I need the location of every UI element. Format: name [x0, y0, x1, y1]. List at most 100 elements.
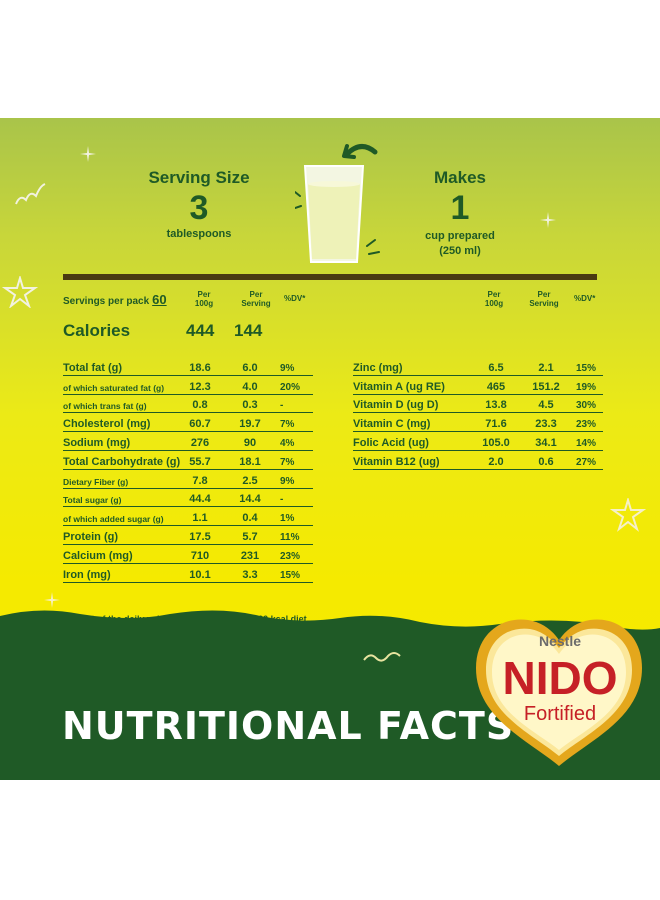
nutrient-label: Cholesterol (mg): [63, 418, 151, 431]
nutrient-row: of which trans fat (g) 0.8 0.3 -: [63, 395, 313, 414]
col-dv-header-left: %DV*: [284, 294, 306, 303]
nutrient-perserving: 3.3: [242, 568, 258, 581]
nutrient-per100: 10.1: [189, 568, 211, 581]
nutrient-label: Protein (g): [63, 530, 118, 543]
nutrient-label: Total Carbohydrate (g): [63, 455, 181, 468]
nutrient-label: of which added sugar (g): [63, 514, 164, 525]
nutrient-label: Vitamin A (ug RE): [353, 380, 445, 393]
col-per100-header-right: Per 100g: [484, 290, 504, 308]
sparkle-decoration: [80, 146, 96, 162]
serving-size-label: Serving Size: [148, 168, 250, 187]
nutrient-row: Folic Acid (ug) 105.0 34.1 14%: [353, 432, 603, 451]
serving-size-number: 3: [189, 189, 209, 227]
svg-text:NIDO: NIDO: [503, 652, 618, 704]
nutrient-per100: 71.6: [485, 418, 507, 431]
top-divider: [63, 274, 597, 280]
nutrient-perserving: 18.1: [239, 455, 261, 468]
nutrient-perserving: 4.0: [242, 380, 258, 393]
nutrient-perserving: 4.5: [538, 399, 554, 412]
nutritional-facts-title: NUTRITIONAL FACTS: [62, 704, 515, 748]
nutrient-row: Total fat (g) 18.6 6.0 9%: [63, 357, 313, 376]
servings-per-pack-label: Servings per pack: [63, 296, 150, 307]
calories-perserving: 144: [234, 321, 263, 340]
nutrient-row: Sodium (mg) 276 90 4%: [63, 432, 313, 451]
nutrient-label: Sodium (mg): [63, 436, 131, 449]
nutrient-label: Folic Acid (ug): [353, 436, 429, 449]
nutrient-dv: -: [280, 400, 284, 412]
nutrient-perserving: 90: [243, 436, 257, 449]
sparkle-decoration: [44, 592, 60, 608]
nutrient-per100: 1.1: [192, 512, 208, 525]
nutrient-label: of which trans fat (g): [63, 401, 147, 412]
nutrient-per100: 60.7: [189, 418, 211, 431]
nutrient-per100: 276: [190, 436, 210, 449]
nutrient-label: Vitamin D (ug D): [353, 399, 439, 412]
nutrient-per100: 55.7: [189, 455, 211, 468]
nutrient-dv: 9%: [280, 362, 295, 374]
serving-size-block: Serving Size 3 tablespoons: [140, 168, 258, 240]
nutrient-label: Total fat (g): [63, 361, 123, 374]
makes-label: Makes: [434, 168, 486, 187]
nutrient-row: Vitamin B12 (ug) 2.0 0.6 27%: [353, 451, 603, 470]
nutrient-per100: 7.8: [192, 474, 208, 487]
nutrient-row: Vitamin C (mg) 71.6 23.3 23%: [353, 413, 603, 433]
nutrient-label: Calcium (mg): [63, 549, 133, 562]
nutrient-per100: 17.5: [189, 530, 211, 543]
col-per100-header-left: Per 100g: [194, 290, 214, 308]
nutrient-per100: 6.5: [488, 361, 504, 374]
nutrient-row: Calcium (mg) 710 231 23%: [63, 545, 313, 564]
nutrient-perserving: 231: [240, 549, 260, 562]
nutrient-per100: 465: [486, 380, 506, 393]
nutrient-per100: 12.3: [189, 380, 211, 393]
nutrient-row: Total sugar (g) 44.4 14.4 -: [63, 489, 313, 508]
col-dv-header-right: %DV*: [574, 294, 596, 303]
nutrient-perserving: 14.4: [239, 493, 261, 506]
nutrient-per100: 710: [190, 549, 210, 562]
col-perserving-header-right: Per Serving: [529, 290, 559, 308]
nutrient-perserving: 19.7: [239, 418, 261, 431]
servings-per-pack: Servings per pack 60: [63, 292, 167, 307]
nutrient-label: of which saturated fat (g): [63, 382, 165, 393]
nutrient-perserving: 23.3: [535, 418, 557, 431]
nutrient-row: Protein (g) 17.5 5.7 11%: [63, 526, 313, 545]
nutrients-table-right: Zinc (mg) 6.5 2.1 15% Vitamin A (ug RE) 465 15…: [353, 357, 603, 470]
nutrient-label: Vitamin B12 (ug): [353, 455, 440, 468]
nido-logo: Nestle NIDO Fortified: [476, 619, 642, 766]
makes-unit-line1: cup prepared: [425, 230, 495, 242]
nutrients-table-left: Total fat (g) 18.6 6.0 9% of which saturated…: [63, 357, 313, 583]
nutrient-dv: 23%: [280, 550, 301, 562]
nutrient-row: Dietary Fiber (g) 7.8 2.5 9%: [63, 470, 313, 489]
nutrient-per100: 0.8: [192, 399, 208, 412]
nutrient-dv: 11%: [280, 531, 300, 543]
servings-per-pack-value: 60: [152, 292, 167, 307]
nutrient-dv: 4%: [280, 437, 295, 449]
makes-number: 1: [450, 189, 470, 227]
nutrient-row: Iron (mg) 10.1 3.3 15%: [63, 564, 313, 583]
nutrient-dv: 15%: [576, 362, 597, 374]
nutrient-row: Zinc (mg) 6.5 2.1 15%: [353, 357, 603, 376]
nutrient-dv: 19%: [576, 381, 597, 393]
nutrient-perserving: 151.2: [532, 380, 560, 393]
nutrient-row: of which added sugar (g) 1.1 0.4 1%: [63, 507, 313, 527]
nutrient-label: Total sugar (g): [63, 495, 122, 506]
nutrient-dv: 23%: [576, 419, 597, 431]
nutrient-dv: 15%: [280, 569, 301, 581]
calories-label: Calories: [63, 321, 131, 340]
sparkle-decoration: [540, 212, 556, 228]
nutrient-row: Vitamin A (ug RE) 465 151.2 19%: [353, 376, 603, 395]
nutrient-perserving: 5.7: [242, 530, 258, 543]
squiggle-decoration: [363, 652, 401, 662]
serving-size-unit: tablespoons: [166, 228, 232, 240]
nutrient-dv: -: [280, 494, 284, 506]
col-perserving-header-left: Per Serving: [241, 290, 271, 308]
nutrient-per100: 105.0: [482, 436, 510, 449]
nutrient-per100: 44.4: [189, 493, 211, 506]
nutrient-per100: 2.0: [488, 455, 504, 468]
nutrient-label: Zinc (mg): [353, 361, 403, 374]
nutrient-dv: 30%: [576, 400, 597, 412]
star-outline-decoration: [610, 498, 646, 532]
nutrient-dv: 7%: [280, 456, 295, 468]
nutrient-row: Vitamin D (ug D) 13.8 4.5 30%: [353, 395, 603, 414]
nutrient-perserving: 0.4: [242, 512, 258, 525]
nutrient-perserving: 0.6: [538, 455, 554, 468]
